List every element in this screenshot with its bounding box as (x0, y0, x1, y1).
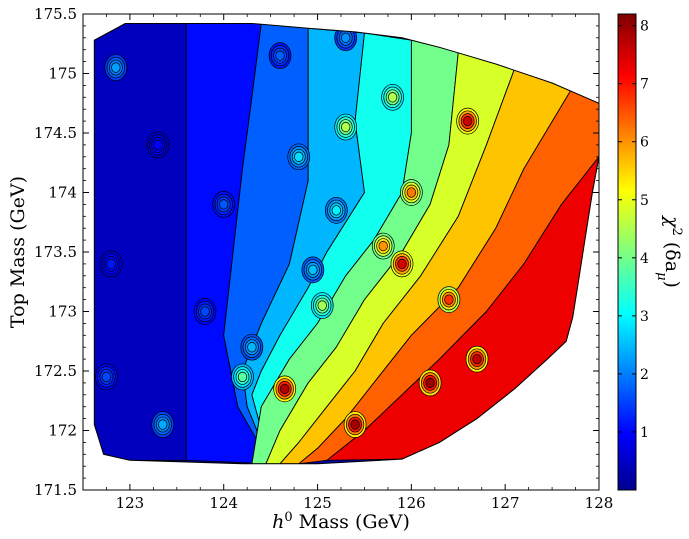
contour-hotspot-23 (146, 131, 170, 159)
contour-hotspot-14 (301, 256, 325, 284)
y-tick-label-172: 172 (48, 422, 77, 440)
y-tick-label-174: 174 (48, 184, 77, 202)
contour-hotspot-16 (268, 42, 292, 70)
colorbar-title-open: (δa (661, 236, 683, 272)
contour-hotspot-26 (437, 286, 461, 313)
contour-hotspot-1 (273, 375, 297, 403)
contour-hotspot-15 (334, 24, 358, 52)
colorbar-tick-label-5: 5 (640, 193, 649, 209)
contour-hotspot-11 (324, 197, 348, 224)
y-tick-label-172.5: 172.5 (34, 362, 77, 380)
x-tick-label-123: 123 (116, 494, 145, 512)
contour-hotspot-6 (390, 250, 414, 278)
x-axis-title-symbol: h (272, 511, 284, 533)
contour-hotspot-25 (381, 83, 404, 111)
y-tick-label-173.5: 173.5 (34, 243, 77, 261)
y-tick-label-173: 173 (48, 303, 77, 321)
y-tick-label-171.5: 171.5 (34, 481, 77, 499)
contour-hotspot-13 (287, 143, 311, 171)
x-tick-label-128: 128 (585, 494, 614, 512)
colorbar-title: χ2 (δaμ) (655, 214, 685, 288)
colorbar-title-symbol: χ (661, 214, 683, 229)
contour-hotspot-5 (456, 107, 480, 135)
contour-region-outline (93, 23, 599, 465)
y-tick-label-175: 175 (48, 65, 77, 83)
colorbar-tick-label-2: 2 (640, 367, 649, 383)
contour-hotspot-12 (334, 113, 358, 141)
contour-hotspot-9 (231, 363, 254, 391)
x-tick-label-125: 125 (303, 494, 332, 512)
colorbar-gradient (617, 13, 637, 491)
contour-hotspot-8 (371, 232, 395, 260)
contour-hotspot-21 (104, 54, 128, 81)
colorbar-title-close: ) (661, 281, 683, 288)
contour-hotspot-3 (465, 345, 489, 373)
x-tick-label-126: 126 (397, 494, 426, 512)
x-axis-title-superscript: 0 (284, 510, 292, 525)
contour-hotspot-7 (400, 179, 423, 206)
colorbar-tick-label-6: 6 (640, 135, 649, 151)
contour-region (94, 23, 599, 464)
contour-hotspot-24 (99, 250, 123, 278)
colorbar-ticks: 1 2 3 4 5 6 7 8 (618, 19, 649, 441)
contour-hotspot-4 (418, 369, 442, 397)
colorbar: 1 2 3 4 5 6 7 8 (617, 13, 649, 491)
colorbar-tick-label-3: 3 (640, 309, 649, 325)
contour-layer (93, 23, 599, 465)
contour-hotspot-18 (193, 298, 217, 325)
contour-hotspot-22 (95, 363, 118, 391)
colorbar-tick-label-1: 1 (640, 425, 649, 441)
colorbar-title-superscript: 2 (670, 228, 685, 236)
x-axis: 123 124 125 126 127 128 (82, 14, 614, 512)
contour-hotspot-10 (310, 292, 334, 319)
contour-hotspot-17 (212, 191, 236, 218)
colorbar-tick-label-4: 4 (640, 251, 649, 267)
x-tick-label-127: 127 (491, 494, 520, 512)
x-axis-title: h0 Mass (GeV) (272, 510, 410, 534)
contour-hotspot-2 (343, 411, 367, 438)
colorbar-tick-label-8: 8 (640, 19, 649, 35)
colorbar-tick-label-7: 7 (640, 77, 649, 93)
x-tick-label-124: 124 (209, 494, 238, 512)
contour-hotspot-19 (151, 411, 175, 438)
y-axis-title: Top Mass (GeV) (7, 176, 29, 328)
x-axis-title-text: Mass (GeV) (293, 511, 410, 533)
y-tick-label-175.5: 175.5 (34, 5, 77, 23)
contour-hotspot-20 (240, 333, 264, 361)
y-axis: 171.5 172 172.5 173 173.5 174 174.5 175 175.5 (34, 5, 599, 499)
contour-level-1 (94, 23, 187, 461)
colorbar-title-subscript: μ (655, 272, 670, 280)
y-tick-label-174.5: 174.5 (34, 124, 77, 142)
